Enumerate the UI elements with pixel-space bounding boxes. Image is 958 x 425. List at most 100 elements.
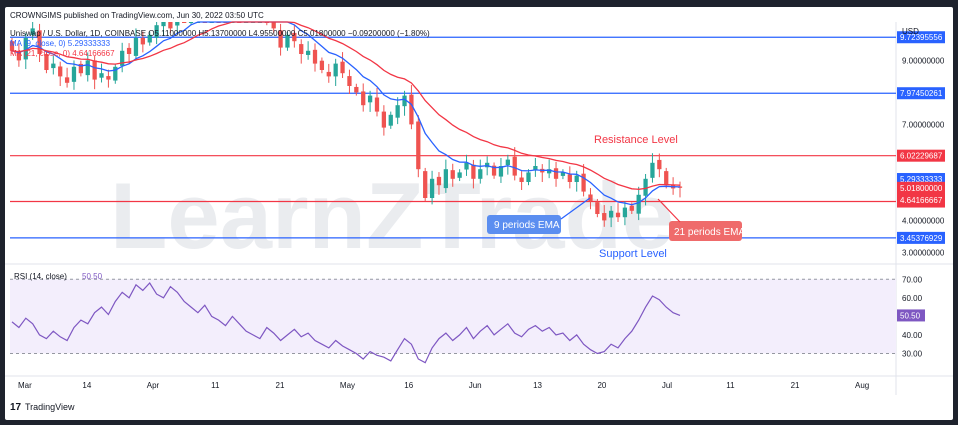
currency-label: USD [902,27,919,36]
candle-body [395,105,400,118]
time-tick-label: May [340,381,355,390]
candle-body [643,178,648,196]
candle-body [533,166,538,171]
candle-body [299,44,304,54]
ema-lines [11,21,681,206]
symbol-line: Uniswap / U.S. Dollar, 1D, COINBASE O5.1… [10,29,430,38]
candle-body [567,174,572,182]
candle-body [175,22,180,26]
ma9-legend: MA (9, close, 0) 5.29333333 [10,39,111,48]
candle-body [30,28,35,36]
price-badge-text: 5.01800000 [900,184,943,193]
candle-body [505,159,510,166]
time-tick-label: Aug [855,381,869,390]
candle-body [429,178,435,198]
rsi-tick-label: 60.00 [902,294,923,303]
level-badge [897,31,945,44]
candle-body [16,51,22,61]
level-badge [897,231,945,244]
candle-body [168,22,173,29]
candle-body [588,194,593,202]
candle-body [305,50,311,55]
candle-body [519,177,524,182]
candle-body [312,49,318,64]
time-tick-label: 16 [404,381,413,390]
ema21-callout-box [669,221,742,241]
candle-body [133,38,139,56]
candle-body [677,186,683,188]
price-tick-label: 9.00000000 [902,56,945,65]
candle-body [450,170,455,179]
rsi-pane: 70.00 60.00 40.00 30.00 50.50 [10,275,925,364]
candle-body [553,168,559,179]
candle-body [416,121,421,170]
candle-body [278,30,283,48]
candle-body [37,30,42,54]
rsi-value-inline: 50.50 [82,272,103,281]
time-tick-label: Jul [662,381,672,390]
candle-body [423,171,428,198]
candle-body [23,38,28,60]
candle-body [629,205,634,211]
support-level-label: Support Level [599,248,667,260]
candle-body [99,73,104,78]
level-badge-text: 3.45376929 [900,234,943,243]
candle-body [595,202,600,214]
candle-body [602,213,607,221]
resistance-level-label: Resistance Level [594,134,678,146]
candles [9,22,683,228]
ema9-callout-arrow [560,197,591,220]
candle-body [71,66,77,82]
candle-body [182,22,187,23]
candle-body [581,173,586,192]
level-badge [897,87,945,100]
rsi-value-badge-text: 50.50 [900,311,921,320]
time-tick-label: 21 [276,381,285,390]
candle-body [409,94,414,125]
candle-body [319,60,325,70]
level-badge-text: 6.02229687 [900,152,943,161]
time-tick-label: 11 [211,381,220,390]
candle-body [367,95,373,103]
rsi-tick-label: 70.00 [902,275,923,284]
candle-body [622,207,628,218]
candle-body [361,91,366,106]
time-tick-label: Jun [469,381,482,390]
level-badge-text: 9.72395556 [900,33,943,42]
candle-body [402,95,407,107]
candle-body [44,54,49,70]
level-badge-text: 7.97450261 [900,89,943,98]
candle-body [161,22,166,27]
candle-body [326,71,331,77]
candle-body [491,165,497,176]
time-tick-label: 13 [533,381,542,390]
ema21-callout-text: 21 periods EMA [674,227,745,238]
candle-body [574,175,579,182]
candle-body [333,63,338,77]
candle-body [78,63,84,74]
candle-body [636,194,641,214]
candle-body [140,38,145,45]
candle-body [92,60,97,80]
candle-body [58,66,63,77]
ema21-callout-arrow [657,198,681,223]
time-axis: Mar 14 Apr 11 21 May 16 Jun 13 20 Jul 11 21 Aug [18,381,869,390]
rsi-value-badge [897,309,925,322]
time-tick-label: 14 [82,381,91,390]
candle-body [443,169,448,189]
candle-body [498,166,504,177]
tradingview-brand: TradingView [25,402,75,412]
candle-body [64,77,70,83]
candle-body [113,66,118,81]
candle-body [657,159,662,170]
candle-body [478,169,483,179]
candle-body [471,164,476,179]
candle-body [188,22,194,23]
candle-body [512,156,517,176]
candle-body [347,76,352,86]
candle-body [126,47,132,54]
candle-body [354,86,359,93]
candle-body [457,172,462,178]
